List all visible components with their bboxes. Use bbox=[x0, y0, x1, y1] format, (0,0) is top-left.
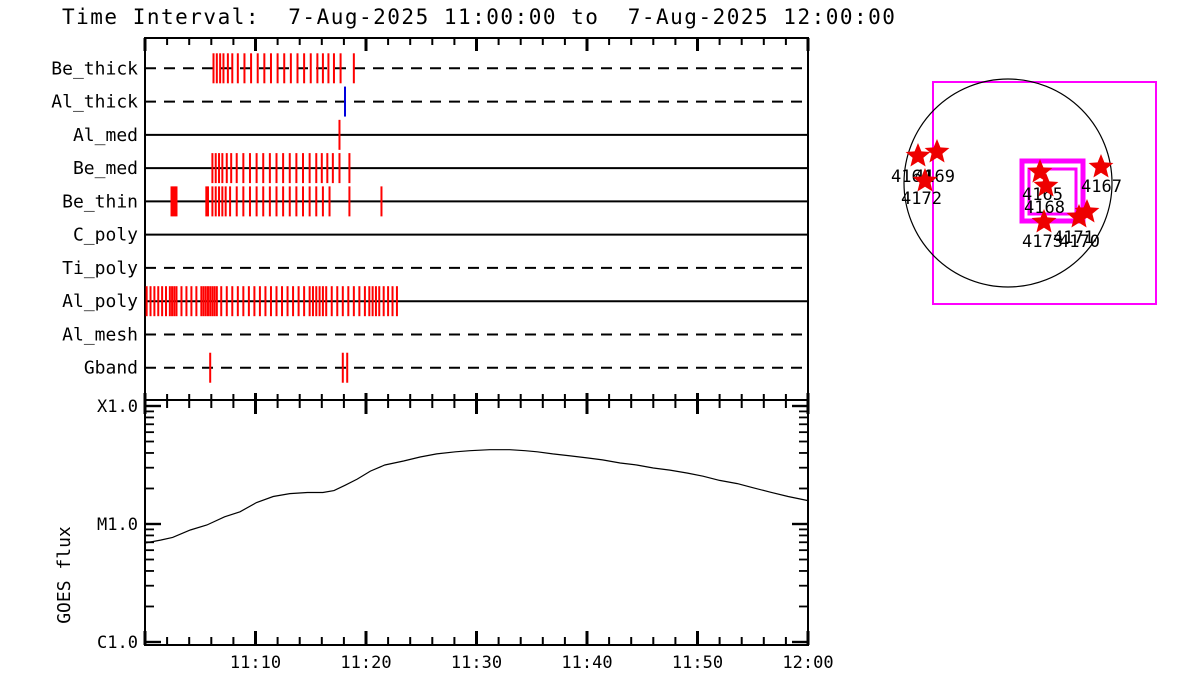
goes-ytick-label: M1.0 bbox=[97, 515, 138, 535]
solar-limb-circle bbox=[903, 78, 1113, 288]
solar-map-frame bbox=[932, 81, 1157, 305]
active-region-star-4167 bbox=[1088, 154, 1114, 178]
active-region-label-4172: 4172 bbox=[901, 189, 942, 209]
active-region-star-4165 bbox=[1027, 159, 1053, 183]
goes-flux-panel bbox=[144, 399, 809, 646]
active-region-star-4170 bbox=[1066, 204, 1092, 228]
goes-xtick-label: 11:20 bbox=[340, 653, 391, 673]
active-region-star-4164 bbox=[905, 143, 931, 167]
filter-timeline-panel bbox=[144, 37, 809, 401]
row-label-Al_poly: Al_poly bbox=[62, 291, 138, 312]
goes-ytick-label: X1.0 bbox=[97, 397, 138, 417]
page-title: Time Interval: 7-Aug-2025 11:00:00 to 7-… bbox=[62, 5, 897, 29]
active-region-label-4173: 4173 bbox=[1022, 232, 1063, 252]
active-region-label-4171: 4171 bbox=[1053, 228, 1094, 248]
goes-xtick-label: 11:40 bbox=[561, 653, 612, 673]
active-region-label-4165: 4165 bbox=[1022, 185, 1063, 205]
active-region-star-4168 bbox=[1033, 173, 1059, 197]
row-label-Be_thick: Be_thick bbox=[51, 58, 138, 79]
active-region-label-4168: 4168 bbox=[1024, 198, 1065, 218]
active-region-star-4173 bbox=[1031, 209, 1057, 233]
row-label-Al_thick: Al_thick bbox=[51, 92, 138, 113]
active-region-label-4170: 4170 bbox=[1059, 232, 1100, 252]
active-region-star-4169 bbox=[924, 139, 950, 163]
active-region-label-4167: 4167 bbox=[1081, 177, 1122, 197]
row-label-Ti_poly: Ti_poly bbox=[62, 258, 138, 279]
active-region-star-4171 bbox=[1074, 199, 1100, 223]
row-label-Al_mesh: Al_mesh bbox=[62, 324, 138, 345]
goes-xtick-label: 12:00 bbox=[782, 653, 833, 673]
goes-ytick-label: C1.0 bbox=[97, 633, 138, 653]
goes-ylabel: GOES flux bbox=[54, 526, 75, 624]
row-label-Al_med: Al_med bbox=[73, 125, 138, 146]
active-region-star-4172 bbox=[912, 168, 938, 192]
goes-xtick-label: 11:30 bbox=[451, 653, 502, 673]
row-label-Gband: Gband bbox=[84, 358, 138, 379]
row-label-C_poly: C_poly bbox=[73, 225, 138, 246]
row-label-Be_thin: Be_thin bbox=[62, 191, 138, 212]
xrt-fov-box bbox=[1027, 167, 1078, 216]
goes-xtick-label: 11:50 bbox=[672, 653, 723, 673]
row-label-Be_med: Be_med bbox=[73, 158, 138, 179]
goes-xtick-label: 11:10 bbox=[230, 653, 281, 673]
goes-flux-curve bbox=[144, 449, 809, 544]
